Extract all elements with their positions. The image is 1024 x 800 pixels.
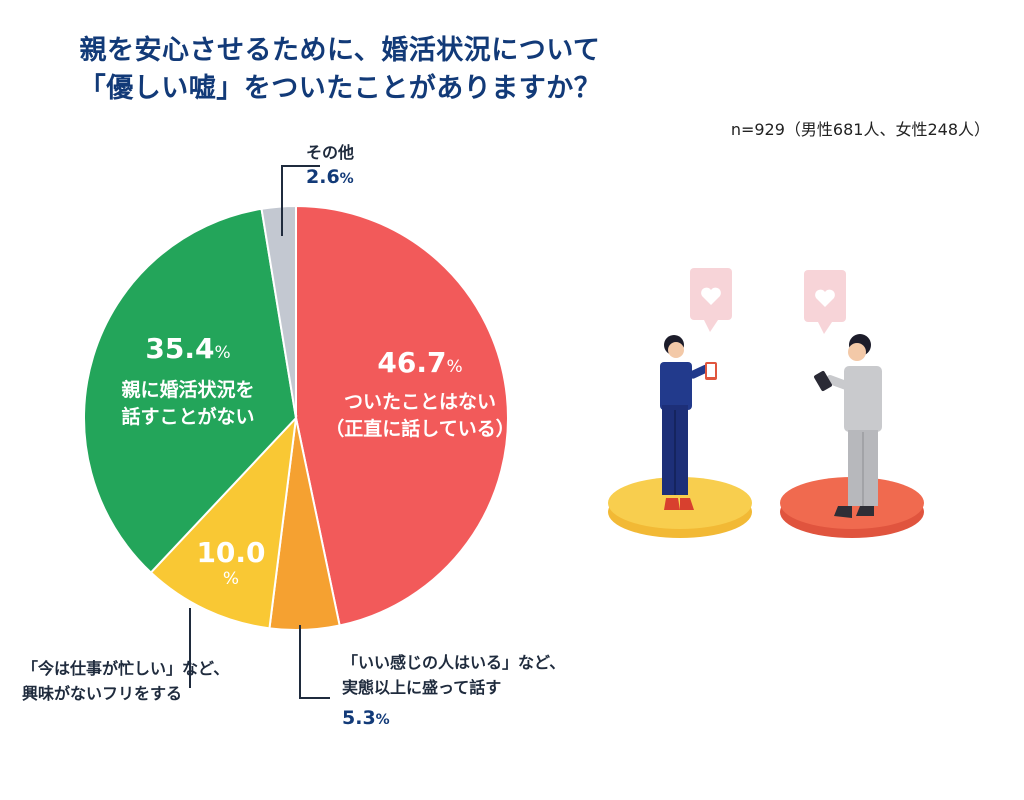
value-other: 2.6	[306, 166, 340, 188]
man-figure	[814, 334, 882, 518]
slice-label-busy: 10.0 %	[186, 536, 276, 589]
slice-honest	[295, 204, 509, 627]
desc-no-talk-2: 話すことがない	[121, 406, 255, 428]
pie-chart	[83, 204, 509, 631]
desc-exaggerate-2: 実態以上に盛って話す	[342, 678, 502, 697]
callout-line-other	[281, 165, 320, 236]
slice-label-honest: 46.7% ついたことはない （正直に話している）	[320, 346, 520, 443]
slice-other	[260, 204, 297, 419]
sample-size-note: n=929（男性681人、女性248人）	[730, 120, 990, 139]
desc-honest-1: ついたことはない	[343, 391, 496, 413]
man-phone-icon	[814, 370, 832, 392]
couple-illustration	[608, 268, 924, 538]
slice-no-talk	[83, 207, 298, 574]
desc-no-talk-1: 親に婚活状況を	[121, 379, 255, 401]
callout-line-exaggerate	[299, 625, 330, 699]
unit-exaggerate: %	[375, 712, 390, 728]
value-no-talk: 35.4	[145, 332, 215, 365]
title-line-2: 「優しい嘘」をついたことがありますか？	[78, 73, 602, 104]
desc-exaggerate-1: 「いい感じの人はいる」など、	[342, 653, 566, 672]
desc-honest-2: （正直に話している）	[325, 418, 515, 440]
heart-bubble-right-icon	[804, 270, 846, 334]
unit-no-talk: %	[214, 343, 231, 363]
unit-other: %	[339, 171, 354, 187]
slice-busy	[149, 415, 298, 630]
slice-label-no-talk: 35.4% 親に婚活状況を 話すことがない	[98, 332, 278, 431]
desc-busy-1: 「今は仕事が忙しい」など、	[22, 659, 230, 678]
desc-other: その他	[306, 143, 355, 162]
value-busy: 10.0	[196, 536, 266, 569]
unit-honest: %	[446, 357, 463, 377]
woman-figure	[660, 335, 717, 510]
unit-busy: %	[222, 569, 240, 589]
outside-label-busy: 「今は仕事が忙しい」など、 興味がないフリをする	[22, 656, 229, 706]
desc-busy-2: 興味がないフリをする	[22, 684, 183, 703]
chart-title: 親を安心させるために、婚活状況について 「優しい嘘」をついたことがありますか？	[30, 32, 650, 108]
callout-lines	[189, 165, 330, 699]
outside-label-exaggerate: 「いい感じの人はいる」など、 実態以上に盛って話す 5.3%	[342, 650, 565, 733]
title-line-1: 親を安心させるために、婚活状況について	[79, 35, 601, 66]
value-exaggerate: 5.3	[342, 707, 376, 729]
value-honest: 46.7	[377, 346, 447, 379]
outside-label-other: その他 2.6%	[306, 140, 354, 192]
heart-bubble-left-icon	[690, 268, 732, 332]
